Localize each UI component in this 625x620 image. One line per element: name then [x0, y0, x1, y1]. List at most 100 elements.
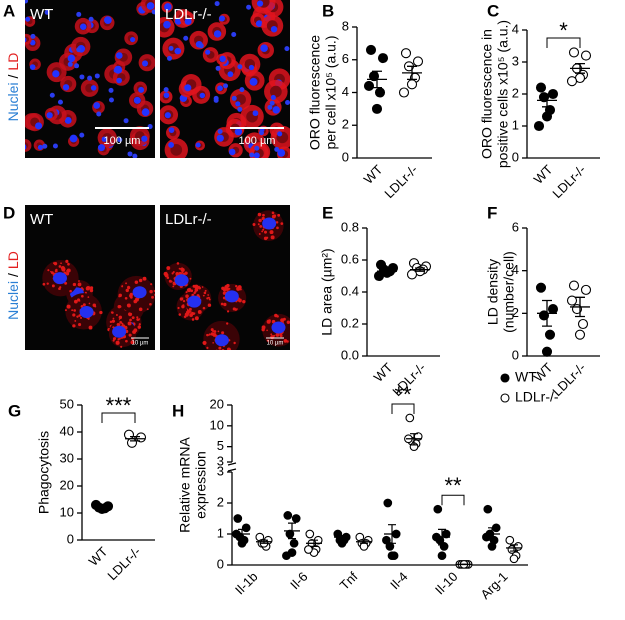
nucleus: [116, 77, 122, 84]
lipid-droplet: [238, 298, 242, 303]
lipid-droplet: [226, 351, 230, 355]
lipid-droplet: [201, 286, 204, 288]
nucleus: [146, 2, 155, 10]
nucleus: [163, 87, 169, 93]
nucleus: [130, 37, 136, 43]
lipid-droplet: [118, 315, 123, 320]
error-bar: [238, 528, 246, 540]
error-bar: [407, 65, 417, 81]
y-tick-label: 4: [512, 262, 519, 277]
nucleus: [64, 116, 72, 124]
stain-nuclei: Nuclei: [5, 281, 21, 320]
tile-caption: WT: [30, 6, 53, 23]
lipid-droplet: [94, 305, 97, 308]
nucleus: [214, 1, 220, 7]
nucleus: [216, 134, 224, 142]
lipid-droplet: [185, 310, 190, 315]
stain-sep: /: [5, 74, 21, 78]
lipid-droplet: [65, 259, 69, 263]
data-point: [371, 103, 383, 114]
lipid-droplet: [120, 345, 123, 348]
nucleus: [141, 108, 150, 117]
nucleus: [285, 99, 290, 105]
data-point: [535, 82, 547, 93]
nucleus: [87, 75, 93, 81]
lipid-droplet: [236, 286, 241, 291]
nucleus: [114, 65, 123, 74]
lipid-droplet: [127, 286, 131, 290]
lipid-droplet: [153, 290, 155, 292]
lipid-droplet: [151, 295, 154, 299]
lipid-droplet: [72, 313, 76, 317]
data-point: [382, 535, 391, 545]
lipid-droplet: [53, 262, 58, 266]
nucleus: [46, 112, 53, 119]
lipid-droplet: [269, 230, 274, 235]
nucleus: [133, 96, 141, 104]
data-point: [566, 76, 578, 87]
data-point: [538, 92, 550, 103]
lipid-droplet: [257, 223, 260, 226]
lipid-droplet: [99, 310, 103, 315]
lipid-droplet: [172, 285, 175, 288]
lipid-droplet: [194, 290, 197, 293]
nucleus: [42, 143, 48, 149]
y-tick-label: 30: [60, 450, 74, 465]
nucleus: [219, 55, 226, 63]
lipid-droplet: [182, 304, 185, 307]
x-tick-label: Tnf: [337, 569, 361, 593]
lipid-droplet: [81, 294, 84, 298]
nucleus: [254, 145, 260, 151]
nucleus: [79, 132, 85, 138]
stain-nuclei: Nuclei: [5, 82, 21, 121]
data-point: [406, 79, 418, 90]
nucleus: [249, 77, 258, 86]
lipid-droplet: [263, 230, 267, 234]
nucleus: [37, 144, 43, 150]
lipid-droplet: [271, 211, 275, 215]
data-point: [566, 295, 578, 306]
lipid-droplet: [60, 266, 65, 271]
nucleus: [141, 135, 148, 142]
stain-ld: LD: [5, 53, 21, 71]
data-point: [135, 432, 147, 443]
data-point: [541, 346, 553, 357]
micrograph: [25, 0, 155, 158]
nucleus: [183, 35, 189, 41]
x-tick-label: Il-10: [432, 569, 460, 597]
nucleus: [35, 122, 43, 130]
lipid-droplet: [78, 323, 82, 327]
y-tick-label: 50: [60, 396, 74, 411]
lipid-droplet: [178, 313, 182, 316]
nucleus: [74, 63, 80, 69]
lipid-droplet: [197, 310, 202, 314]
nucleus: [117, 137, 123, 143]
lipid-droplet: [50, 270, 52, 273]
nucleus: [25, 0, 29, 4]
y-axis-label: ORO fluorescence in: [479, 29, 495, 159]
scale-bar-label: 100 µm: [239, 135, 276, 147]
nucleus: [277, 131, 283, 137]
nucleus: [252, 110, 259, 117]
lipid-droplet: [110, 311, 113, 314]
lipid-droplet: [136, 316, 139, 319]
data-point: [365, 44, 377, 55]
lipid-core: [170, 144, 183, 156]
x-tick-label: Il-6: [287, 569, 310, 592]
lipid-droplet: [207, 294, 209, 296]
panel-letter: F: [487, 203, 497, 222]
data-point: [500, 373, 510, 383]
nucleus: [272, 106, 280, 114]
nucleus: [69, 134, 78, 143]
nucleus: [234, 127, 243, 136]
y-tick-label: 2: [512, 85, 519, 100]
nucleus: [93, 102, 101, 109]
x-tick-label: LDLr-/-: [549, 162, 588, 201]
lipid-droplet: [136, 318, 139, 321]
lipid-droplet: [72, 324, 76, 328]
nucleus: [96, 111, 102, 117]
lipid-droplet: [129, 293, 133, 298]
data-point: [500, 393, 510, 403]
lipid-droplet: [138, 278, 143, 283]
nucleus: [260, 44, 268, 53]
